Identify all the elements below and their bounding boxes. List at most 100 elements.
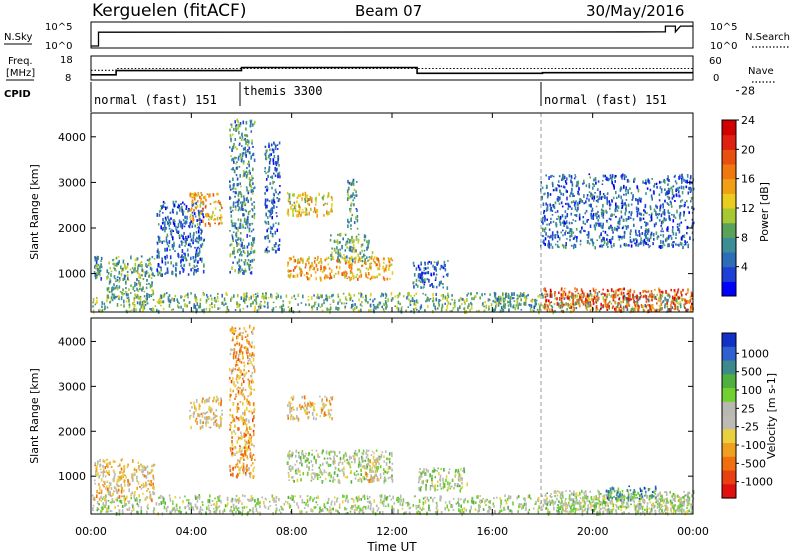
velocity-cell-r0 — [407, 503, 409, 507]
power-cell-r6 — [277, 158, 279, 162]
power-cell-r11 — [423, 283, 426, 286]
velocity-cell-r0 — [511, 510, 513, 514]
power-cell-r11 — [412, 261, 415, 265]
power-cell-r6 — [268, 167, 271, 172]
power-cell-r0 — [660, 296, 662, 301]
power-cell-r14 — [669, 234, 672, 237]
power-cell-r14 — [620, 175, 623, 178]
power-cell-r10 — [347, 224, 349, 229]
power-cell-r11 — [442, 286, 444, 289]
velocity-cell-r0 — [255, 508, 258, 512]
velocity-cell-r0 — [405, 511, 407, 514]
velocity-cell-r0 — [516, 496, 518, 500]
power-cell-r3 — [160, 266, 162, 269]
power-cell-r5 — [245, 141, 247, 145]
power-cell-r14 — [597, 219, 600, 222]
velocity-cell-r0 — [252, 507, 254, 511]
power-cell-r14 — [660, 181, 662, 184]
power-cell-r13 — [564, 292, 567, 296]
power-cell-r0 — [408, 291, 410, 296]
velocity-cell-r0 — [537, 496, 540, 501]
power-cell-r2 — [127, 262, 129, 266]
power-cell-r8 — [367, 267, 370, 271]
power-cell-r12 — [498, 301, 501, 304]
power-cell-r2 — [147, 293, 149, 296]
freq-left-label-1: Freq. — [8, 56, 33, 67]
power-cell-r3 — [166, 270, 169, 273]
power-cell-r3 — [172, 230, 175, 232]
power-cell-r0 — [167, 298, 170, 302]
power-cell-r13 — [659, 298, 662, 303]
power-cell-r2 — [118, 277, 121, 281]
power-cell-r3 — [186, 215, 188, 220]
power-cell-r0 — [479, 296, 481, 300]
power-cell-r13 — [642, 295, 645, 298]
power-cell-r14 — [678, 214, 681, 217]
velocity-cell-r0 — [192, 506, 194, 510]
power-cell-r11 — [447, 260, 449, 262]
power-cell-r0 — [351, 304, 353, 308]
power-cell-r1 — [100, 264, 103, 267]
power-cell-r2 — [111, 288, 114, 292]
power-cell-r5 — [248, 160, 250, 164]
power-cell-r7 — [286, 211, 289, 215]
power-cell-r14 — [554, 201, 557, 205]
power-cell-r6 — [277, 192, 280, 196]
power-cell-r8 — [345, 273, 348, 277]
power-cell-r8 — [349, 265, 352, 267]
power-cell-r6 — [264, 167, 266, 170]
velocity-cell-r0 — [500, 499, 502, 503]
velocity-cell-r0 — [226, 496, 229, 501]
power-cell-r9 — [357, 238, 360, 242]
velocity-cell-r0 — [399, 502, 402, 506]
power-cell-r9 — [355, 256, 357, 261]
power-cell-r13 — [602, 293, 605, 295]
power-cell-r14 — [555, 187, 558, 192]
power-cell-r0 — [319, 306, 322, 308]
power-cell-r3 — [185, 205, 188, 209]
power-cell-r14 — [554, 187, 557, 192]
velocity-cell-r0 — [160, 494, 162, 499]
power-cell-r5 — [238, 155, 240, 158]
power-cell-r0 — [671, 298, 674, 302]
power-cell-r1 — [97, 271, 100, 275]
power-cell-r4 — [194, 206, 197, 209]
velocity-cell-r0 — [173, 506, 176, 511]
power-cell-r13 — [670, 304, 672, 308]
power-cell-r14 — [545, 232, 547, 236]
power-cell-r13 — [612, 290, 615, 293]
power-cell-r14 — [606, 202, 609, 206]
power-cell-r0 — [258, 308, 260, 311]
power-cell-r14 — [567, 203, 570, 208]
power-cell-r0 — [468, 303, 470, 307]
power-cell-r5 — [250, 241, 253, 246]
power-cell-r0 — [446, 297, 449, 301]
power-cell-r5 — [244, 152, 247, 156]
power-cell-r2 — [143, 290, 146, 293]
power-cell-r5 — [235, 157, 237, 159]
velocity-cell-r0 — [106, 508, 109, 512]
power-cell-r14 — [541, 197, 543, 201]
power-cell-r6 — [274, 147, 277, 151]
power-cell-r3 — [157, 235, 160, 238]
power-cell-r8 — [348, 276, 350, 279]
power-cell-r13 — [686, 300, 688, 304]
noise-left-tick-top: 10^5 — [45, 22, 72, 33]
power-cell-r0 — [394, 305, 396, 308]
velocity-cell-r0 — [422, 501, 425, 506]
velocity-cell-r0 — [472, 500, 475, 505]
power-cell-r14 — [552, 189, 555, 192]
power-cell-r3 — [167, 261, 169, 264]
power-cell-r14 — [638, 197, 641, 201]
power-cell-r3 — [199, 257, 202, 261]
velocity-cell-r0 — [162, 495, 164, 499]
power-cell-r14 — [593, 195, 596, 200]
power-cell-r0 — [238, 305, 240, 308]
power-cell-r3 — [184, 256, 187, 260]
power-cell-r11 — [443, 260, 446, 264]
power-cell-r3 — [183, 263, 186, 266]
power-cell-r0 — [256, 309, 259, 313]
power-cell-r0 — [361, 301, 363, 304]
power-cell-r14 — [671, 228, 674, 233]
power-cell-r0 — [622, 298, 625, 301]
